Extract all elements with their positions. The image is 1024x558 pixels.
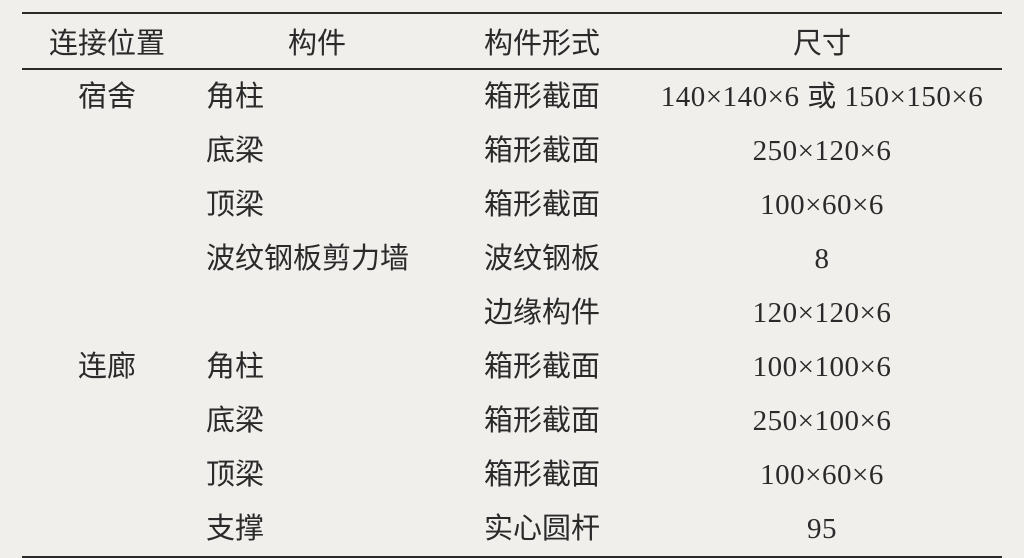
cell-component bbox=[192, 286, 442, 340]
cell-form: 实心圆杆 bbox=[442, 502, 642, 557]
table-row: 连廊 角柱 箱形截面 100×100×6 bbox=[22, 340, 1002, 394]
cell-component: 角柱 bbox=[192, 69, 442, 124]
table-row: 波纹钢板剪力墙 波纹钢板 8 bbox=[22, 232, 1002, 286]
table-row: 支撑 实心圆杆 95 bbox=[22, 502, 1002, 557]
cell-size: 120×120×6 bbox=[642, 286, 1002, 340]
cell-form: 箱形截面 bbox=[442, 448, 642, 502]
col-header-size: 尺寸 bbox=[642, 13, 1002, 69]
cell-form: 箱形截面 bbox=[442, 394, 642, 448]
cell-component: 波纹钢板剪力墙 bbox=[192, 232, 442, 286]
cell-location bbox=[22, 394, 192, 448]
cell-component: 顶梁 bbox=[192, 448, 442, 502]
cell-location bbox=[22, 124, 192, 178]
cell-location: 宿舍 bbox=[22, 69, 192, 124]
table-header-row: 连接位置 构件 构件形式 尺寸 bbox=[22, 13, 1002, 69]
cell-size: 250×100×6 bbox=[642, 394, 1002, 448]
col-header-location: 连接位置 bbox=[22, 13, 192, 69]
cell-location: 连廊 bbox=[22, 340, 192, 394]
cell-form: 波纹钢板 bbox=[442, 232, 642, 286]
cell-size: 100×60×6 bbox=[642, 448, 1002, 502]
cell-form: 箱形截面 bbox=[442, 340, 642, 394]
cell-form: 边缘构件 bbox=[442, 286, 642, 340]
cell-location bbox=[22, 448, 192, 502]
cell-location bbox=[22, 502, 192, 557]
cell-component: 支撑 bbox=[192, 502, 442, 557]
table-row: 顶梁 箱形截面 100×60×6 bbox=[22, 178, 1002, 232]
table-container: 连接位置 构件 构件形式 尺寸 宿舍 角柱 箱形截面 140×140×6 或 1… bbox=[22, 12, 1002, 558]
structural-members-table: 连接位置 构件 构件形式 尺寸 宿舍 角柱 箱形截面 140×140×6 或 1… bbox=[22, 12, 1002, 558]
cell-size: 140×140×6 或 150×150×6 bbox=[642, 69, 1002, 124]
cell-size: 100×100×6 bbox=[642, 340, 1002, 394]
table-row: 底梁 箱形截面 250×100×6 bbox=[22, 394, 1002, 448]
cell-form: 箱形截面 bbox=[442, 69, 642, 124]
col-header-form: 构件形式 bbox=[442, 13, 642, 69]
cell-component: 底梁 bbox=[192, 394, 442, 448]
table-row: 底梁 箱形截面 250×120×6 bbox=[22, 124, 1002, 178]
table-row: 顶梁 箱形截面 100×60×6 bbox=[22, 448, 1002, 502]
cell-size: 8 bbox=[642, 232, 1002, 286]
table-row: 宿舍 角柱 箱形截面 140×140×6 或 150×150×6 bbox=[22, 69, 1002, 124]
cell-size: 250×120×6 bbox=[642, 124, 1002, 178]
cell-form: 箱形截面 bbox=[442, 124, 642, 178]
cell-location bbox=[22, 232, 192, 286]
cell-size: 100×60×6 bbox=[642, 178, 1002, 232]
cell-location bbox=[22, 286, 192, 340]
col-header-component: 构件 bbox=[192, 13, 442, 69]
cell-form: 箱形截面 bbox=[442, 178, 642, 232]
table-row: 边缘构件 120×120×6 bbox=[22, 286, 1002, 340]
cell-component: 底梁 bbox=[192, 124, 442, 178]
cell-size: 95 bbox=[642, 502, 1002, 557]
cell-component: 顶梁 bbox=[192, 178, 442, 232]
cell-component: 角柱 bbox=[192, 340, 442, 394]
cell-location bbox=[22, 178, 192, 232]
